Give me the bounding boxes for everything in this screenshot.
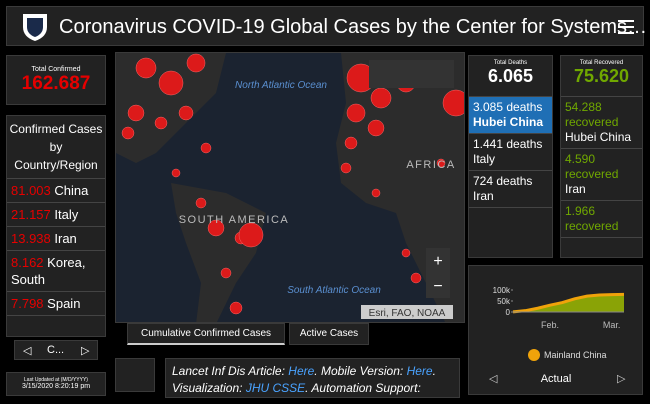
place: Hubei China [473, 115, 544, 129]
text: . [432, 364, 436, 378]
footer-text: Lancet Inf Dis Article: Here. Mobile Ver… [165, 358, 460, 398]
recovered-item: 1.966 recovered [561, 201, 642, 238]
count: 4.590 recovered [565, 152, 619, 181]
label: Last Updated at (M/D/YYYY) [24, 377, 88, 383]
label: Total Confirmed [31, 66, 81, 73]
map-label: SOUTH AMERICA [179, 214, 290, 226]
count: 1.966 recovered [565, 204, 619, 233]
tab[interactable]: Cumulative Confirmed Cases [127, 323, 285, 345]
x-tick-label: Feb. [541, 320, 559, 330]
list-title: Confirmed Cases by Country/Region [7, 116, 105, 179]
header: Coronavirus COVID-19 Global Cases by the… [6, 6, 647, 46]
count: 1.441 deaths [473, 137, 543, 151]
count: 21.157 [11, 207, 51, 222]
y-tick-label: 0 [506, 308, 511, 317]
count: 13.938 [11, 231, 51, 246]
nav-next[interactable]: ▷ [617, 373, 626, 385]
svg-text:+: + [433, 253, 442, 270]
value: 6.065 [487, 66, 534, 86]
nav-prev[interactable]: ◁ [489, 373, 498, 385]
text: . Automation Support: [305, 381, 421, 395]
pager-label: C... [47, 344, 65, 356]
death-item: 724 deaths Iran [469, 171, 552, 208]
map-label: North Atlantic Ocean [235, 80, 327, 91]
chart-panel: 0 50k 100k Feb. Mar. Mainland China Actual ◁ ▷ [468, 265, 643, 395]
series-line [512, 292, 625, 314]
death-item: 3.085 deaths Hubei China [469, 97, 552, 134]
count: 81.003 [11, 183, 51, 198]
country-item: 21.157 Italy [7, 203, 105, 227]
text: Lancet Inf Dis Article: [172, 364, 289, 378]
y-tick-label: 50k [497, 297, 511, 306]
place: Iran [473, 189, 494, 203]
map[interactable]: North Atlantic Ocean South Atlantic Ocea… [115, 52, 465, 323]
count: 724 deaths [473, 174, 533, 188]
map-canvas: North Atlantic Ocean South Atlantic Ocea… [116, 53, 464, 322]
place: China [54, 183, 89, 198]
text: . Mobile Version: [314, 364, 407, 378]
place: Korea, South [11, 255, 86, 287]
menu-icon[interactable] [617, 18, 635, 36]
tab[interactable]: Active Cases [289, 323, 369, 345]
map-toolbar[interactable] [369, 60, 454, 88]
value: 75.620 [573, 66, 630, 86]
count: 8.162 [11, 255, 44, 270]
count: 54.288 recovered [565, 100, 619, 129]
map-label: South Atlantic Ocean [287, 285, 381, 296]
logo [23, 14, 47, 41]
recovered-panel: Total Recovered 75.620 54.288 recovered H… [560, 55, 643, 258]
map-label: AFRICA [406, 159, 455, 171]
label: Total Deaths [493, 60, 528, 66]
mini-chart: 0 50k 100k Feb. Mar. Mainland China Actual ◁ ▷ [489, 286, 626, 385]
link[interactable]: Here [288, 364, 315, 378]
count: 7.798 [11, 296, 44, 311]
link[interactable]: JHU CSSE [245, 381, 306, 395]
last-updated: Last Updated at (M/D/YYYY) 3/15/2020 8:2… [6, 372, 106, 396]
recovered-item: 54.288 recovered Hubei China [561, 97, 642, 149]
y-tick-label: 100k [493, 286, 511, 295]
legend-swatch [528, 349, 540, 361]
country-list: Confirmed Cases by Country/Region 81.003… [6, 115, 106, 337]
place: Spain [47, 296, 81, 311]
recovered-item: 4.590 recovered Iran [561, 149, 642, 201]
value: 162.687 [21, 73, 91, 94]
nav-label: Actual [541, 373, 572, 385]
death-item: 1.441 deaths Italy [469, 134, 552, 171]
deaths-panel: Total Deaths 6.065 3.085 deaths Hubei Chi… [468, 55, 553, 258]
count: 3.085 deaths [473, 100, 543, 114]
total-confirmed: Total Confirmed 162.687 [6, 55, 106, 105]
x-tick-label: Mar. [603, 320, 621, 330]
place: Iran [54, 231, 77, 246]
place: Italy [54, 207, 79, 222]
attribution: Esri, FAO, NOAA [369, 308, 446, 319]
country-item: 7.798 Spain [7, 292, 105, 316]
country-item: 8.162 Korea, South [7, 251, 105, 292]
link[interactable]: Here [406, 364, 433, 378]
pager[interactable]: ◁ C... ▷ [14, 340, 98, 360]
place: Iran [565, 182, 586, 196]
place: Hubei China [565, 130, 632, 144]
legend-label: Mainland China [544, 350, 607, 360]
country-item: 81.003 China [7, 179, 105, 203]
country-item: 13.938 Iran [7, 227, 105, 251]
label: Total Recovered [579, 60, 624, 66]
place: Italy [473, 152, 496, 166]
title: Coronavirus COVID-19 Global Cases by the… [59, 16, 647, 38]
value: 3/15/2020 8:20:19 pm [21, 383, 91, 390]
info-button[interactable] [115, 358, 155, 392]
svg-text:−: − [433, 278, 442, 295]
text: Visualization: [172, 381, 246, 395]
zoom-control[interactable] [426, 248, 450, 298]
